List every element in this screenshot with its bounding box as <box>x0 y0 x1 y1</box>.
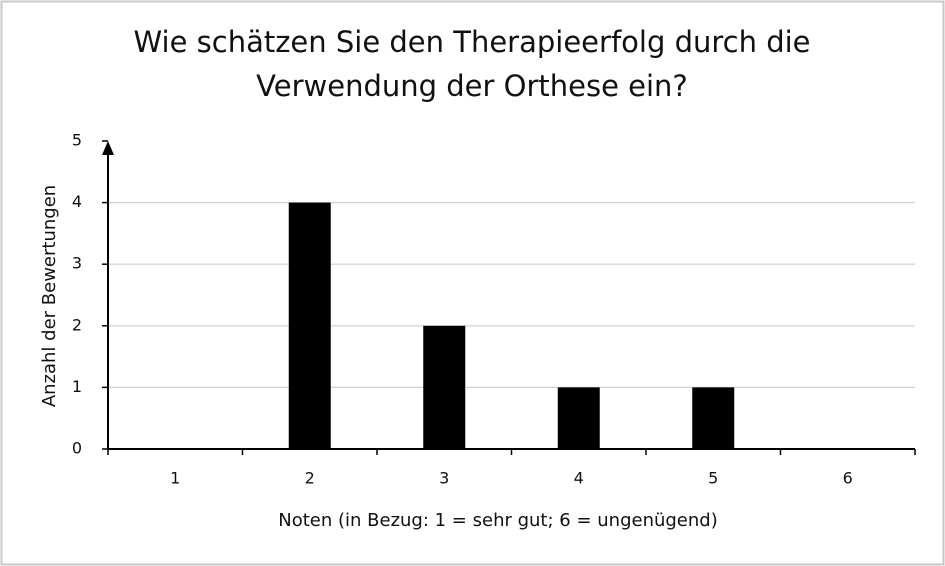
y-tick-label: 1 <box>72 377 82 396</box>
x-tick-label: 3 <box>439 469 449 488</box>
y-tick-label: 5 <box>72 131 82 150</box>
y-axis-label: Anzahl der Bewertungen <box>39 185 60 407</box>
x-axis-label: Noten (in Bezug: 1 = sehr gut; 6 = ungen… <box>278 510 718 531</box>
y-tick-label: 2 <box>72 315 82 334</box>
bar <box>423 325 466 449</box>
x-tick-label: 1 <box>170 469 180 488</box>
x-tick-label: 6 <box>843 469 853 488</box>
y-tick-label: 4 <box>72 192 82 211</box>
bar <box>692 387 735 449</box>
chart-title: Verwendung der Orthese ein? <box>256 69 688 103</box>
bar <box>288 202 331 449</box>
chart-title: Wie schätzen Sie den Therapieerfolg durc… <box>133 25 810 59</box>
y-tick-label: 3 <box>72 254 82 273</box>
bar <box>557 387 600 449</box>
x-tick-label: 5 <box>708 469 718 488</box>
y-tick-label: 0 <box>72 439 82 458</box>
y-axis-arrow <box>102 141 114 155</box>
x-tick-label: 2 <box>305 469 315 488</box>
x-tick-label: 4 <box>574 469 584 488</box>
